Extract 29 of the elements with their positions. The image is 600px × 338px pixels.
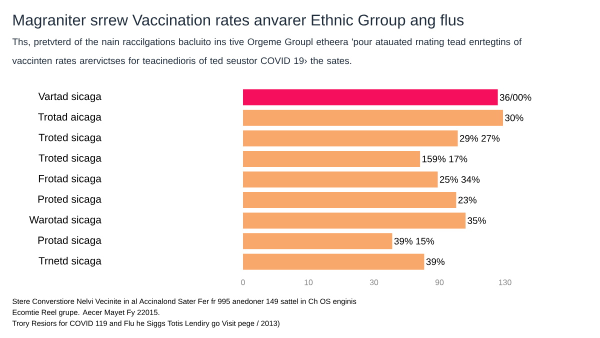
y-tick-label: Troted sicaga — [38, 154, 102, 164]
annotation: 39% — [426, 258, 445, 266]
y-tick-label: Vartad sicaga — [38, 92, 102, 102]
bar — [243, 233, 392, 250]
bar — [243, 172, 438, 188]
y-tick-label: Troted sicaga — [38, 134, 102, 144]
annotation: 159% 17% — [422, 156, 468, 162]
annotation: 23% — [458, 196, 477, 204]
text: 30% — [505, 114, 524, 122]
bar — [243, 192, 456, 208]
bar — [243, 150, 420, 167]
y-tick-label: Protad sicaga — [38, 236, 102, 246]
bar — [243, 212, 466, 229]
annotation: 35% — [468, 217, 486, 224]
annotation: 36/00% — [500, 94, 532, 101]
chart-subtitle: Ths, pretvterd of the nain raccilgations bacluito ins tive Orgeme Groupl etheera 'pour atauated rnating tead enrtegtins of vaccinten rates arervictses for teacinedioris of ted seustor COVID 19› the sates. — [12, 38, 522, 64]
y-tick-label: Proted sicaga — [38, 195, 102, 205]
bar — [243, 254, 424, 270]
y-tick-label: Trotad aicaga — [38, 112, 102, 123]
bar — [243, 89, 498, 106]
bar — [243, 110, 503, 126]
bar — [243, 130, 458, 146]
annotation: 29% 27% — [460, 135, 500, 142]
chart-title: Magraniter srrew Vaccination rates anvarer Ethnic Grroup ang flus — [13, 14, 464, 29]
y-tick-label: Frotad sicaga — [38, 174, 102, 184]
annotation: 25% 34% — [440, 176, 480, 183]
y-tick-label: Trnetd sicaga — [38, 256, 102, 267]
y-tick-label: Warotad sicaga — [29, 216, 102, 226]
annotation: 39% 15% — [394, 238, 434, 245]
